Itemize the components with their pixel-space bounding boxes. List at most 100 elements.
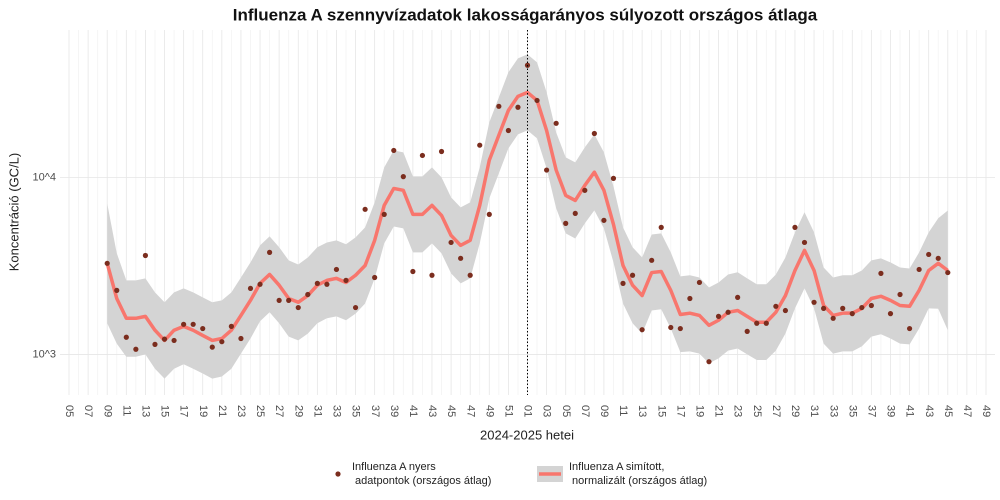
data-point xyxy=(295,304,301,311)
data-point xyxy=(945,269,951,276)
chart-title: Influenza A szennyvízadatok lakosságarán… xyxy=(233,5,818,24)
data-point xyxy=(219,339,225,345)
data-point xyxy=(620,280,626,286)
data-point xyxy=(286,297,292,303)
x-tick-label: 31 xyxy=(311,405,323,417)
x-tick-label: 45 xyxy=(445,405,457,417)
x-tick-label: 07 xyxy=(579,405,591,417)
data-point xyxy=(658,224,664,230)
x-tick-label: 29 xyxy=(789,405,801,417)
x-tick-label: 49 xyxy=(483,405,495,417)
x-tick-label: 15 xyxy=(159,405,171,417)
data-point xyxy=(629,272,636,278)
x-tick-label: 25 xyxy=(751,405,763,417)
data-point xyxy=(181,321,187,327)
data-point xyxy=(276,297,282,303)
data-point xyxy=(887,311,894,317)
y-tick-label: 10^3 xyxy=(32,348,56,360)
data-point xyxy=(849,311,855,317)
x-tick-label: 05 xyxy=(63,405,75,417)
data-point xyxy=(821,305,827,311)
data-point xyxy=(735,294,741,300)
x-tick-label: 09 xyxy=(101,405,113,417)
x-tick-label: 27 xyxy=(770,405,782,417)
data-point xyxy=(333,266,340,273)
data-point xyxy=(830,315,836,321)
x-tick-label: 11 xyxy=(617,405,629,416)
data-point xyxy=(142,252,149,259)
legend-label: Influenza A simított, normalizált (orszá… xyxy=(569,461,708,487)
data-point xyxy=(801,239,808,246)
data-point xyxy=(744,328,750,334)
data-point xyxy=(228,323,234,329)
data-point xyxy=(477,142,483,148)
grid xyxy=(60,30,995,395)
data-point xyxy=(639,327,645,333)
data-point xyxy=(238,335,244,342)
x-tick-label: 31 xyxy=(808,405,820,417)
data-point xyxy=(362,206,368,212)
x-tick-label: 29 xyxy=(292,405,304,417)
y-axis-label: Koncentráció (GC/L) xyxy=(6,153,21,272)
x-tick-label: 17 xyxy=(674,405,686,417)
x-tick-label: 07 xyxy=(82,405,94,417)
data-point xyxy=(696,279,703,286)
data-point xyxy=(419,152,426,159)
x-tick-label: 41 xyxy=(407,405,419,417)
data-point xyxy=(429,272,435,278)
x-tick-label: 25 xyxy=(254,405,266,417)
data-point xyxy=(400,174,406,180)
x-tick-label: 17 xyxy=(178,405,190,417)
data-point xyxy=(171,337,177,344)
data-point xyxy=(505,127,511,134)
data-point xyxy=(773,303,779,309)
x-tick-label: 51 xyxy=(502,405,514,417)
data-point xyxy=(563,220,569,226)
data-point xyxy=(410,268,416,275)
legend-key xyxy=(335,471,341,477)
data-point xyxy=(591,130,597,137)
data-point xyxy=(725,309,731,315)
data-point xyxy=(152,341,158,347)
data-point xyxy=(687,295,693,302)
x-tick-label: 19 xyxy=(197,405,209,417)
data-point xyxy=(381,211,387,217)
data-point xyxy=(161,336,168,342)
data-point xyxy=(515,104,521,110)
data-point xyxy=(859,304,865,311)
data-point xyxy=(324,281,330,287)
x-tick-label: 27 xyxy=(273,405,285,417)
x-tick-label: 33 xyxy=(827,405,839,417)
data-point xyxy=(438,148,445,155)
x-tick-label: 21 xyxy=(216,405,228,417)
x-tick-label: 33 xyxy=(331,405,343,417)
data-point xyxy=(878,270,884,276)
x-tick-label: 05 xyxy=(560,405,572,417)
legend-item: Influenza A nyers adatpontok (országos á… xyxy=(330,460,491,488)
x-tick-label: 45 xyxy=(942,405,954,417)
data-point xyxy=(572,210,578,217)
x-tick-label: 21 xyxy=(713,405,725,417)
data-point xyxy=(305,291,311,298)
data-point xyxy=(104,260,110,266)
x-tick-label: 19 xyxy=(694,405,706,417)
data-point xyxy=(840,305,846,311)
data-point xyxy=(343,277,349,283)
chart: Influenza A szennyvízadatok lakosságarán… xyxy=(6,5,995,442)
data-point xyxy=(266,249,273,255)
x-tick-label: 43 xyxy=(923,405,935,417)
data-point xyxy=(209,344,215,350)
data-point xyxy=(200,325,206,332)
data-point xyxy=(935,255,941,261)
data-point xyxy=(352,304,359,311)
data-point xyxy=(715,313,722,319)
x-tick-label: 37 xyxy=(369,405,381,417)
data-point xyxy=(706,359,712,365)
data-point xyxy=(190,321,196,327)
data-point xyxy=(391,147,397,154)
legend-marker xyxy=(335,471,341,477)
x-tick-label: 15 xyxy=(655,405,667,417)
legend-label: Influenza A nyers adatpontok (országos á… xyxy=(352,461,492,487)
x-tick-label: 03 xyxy=(541,405,553,417)
